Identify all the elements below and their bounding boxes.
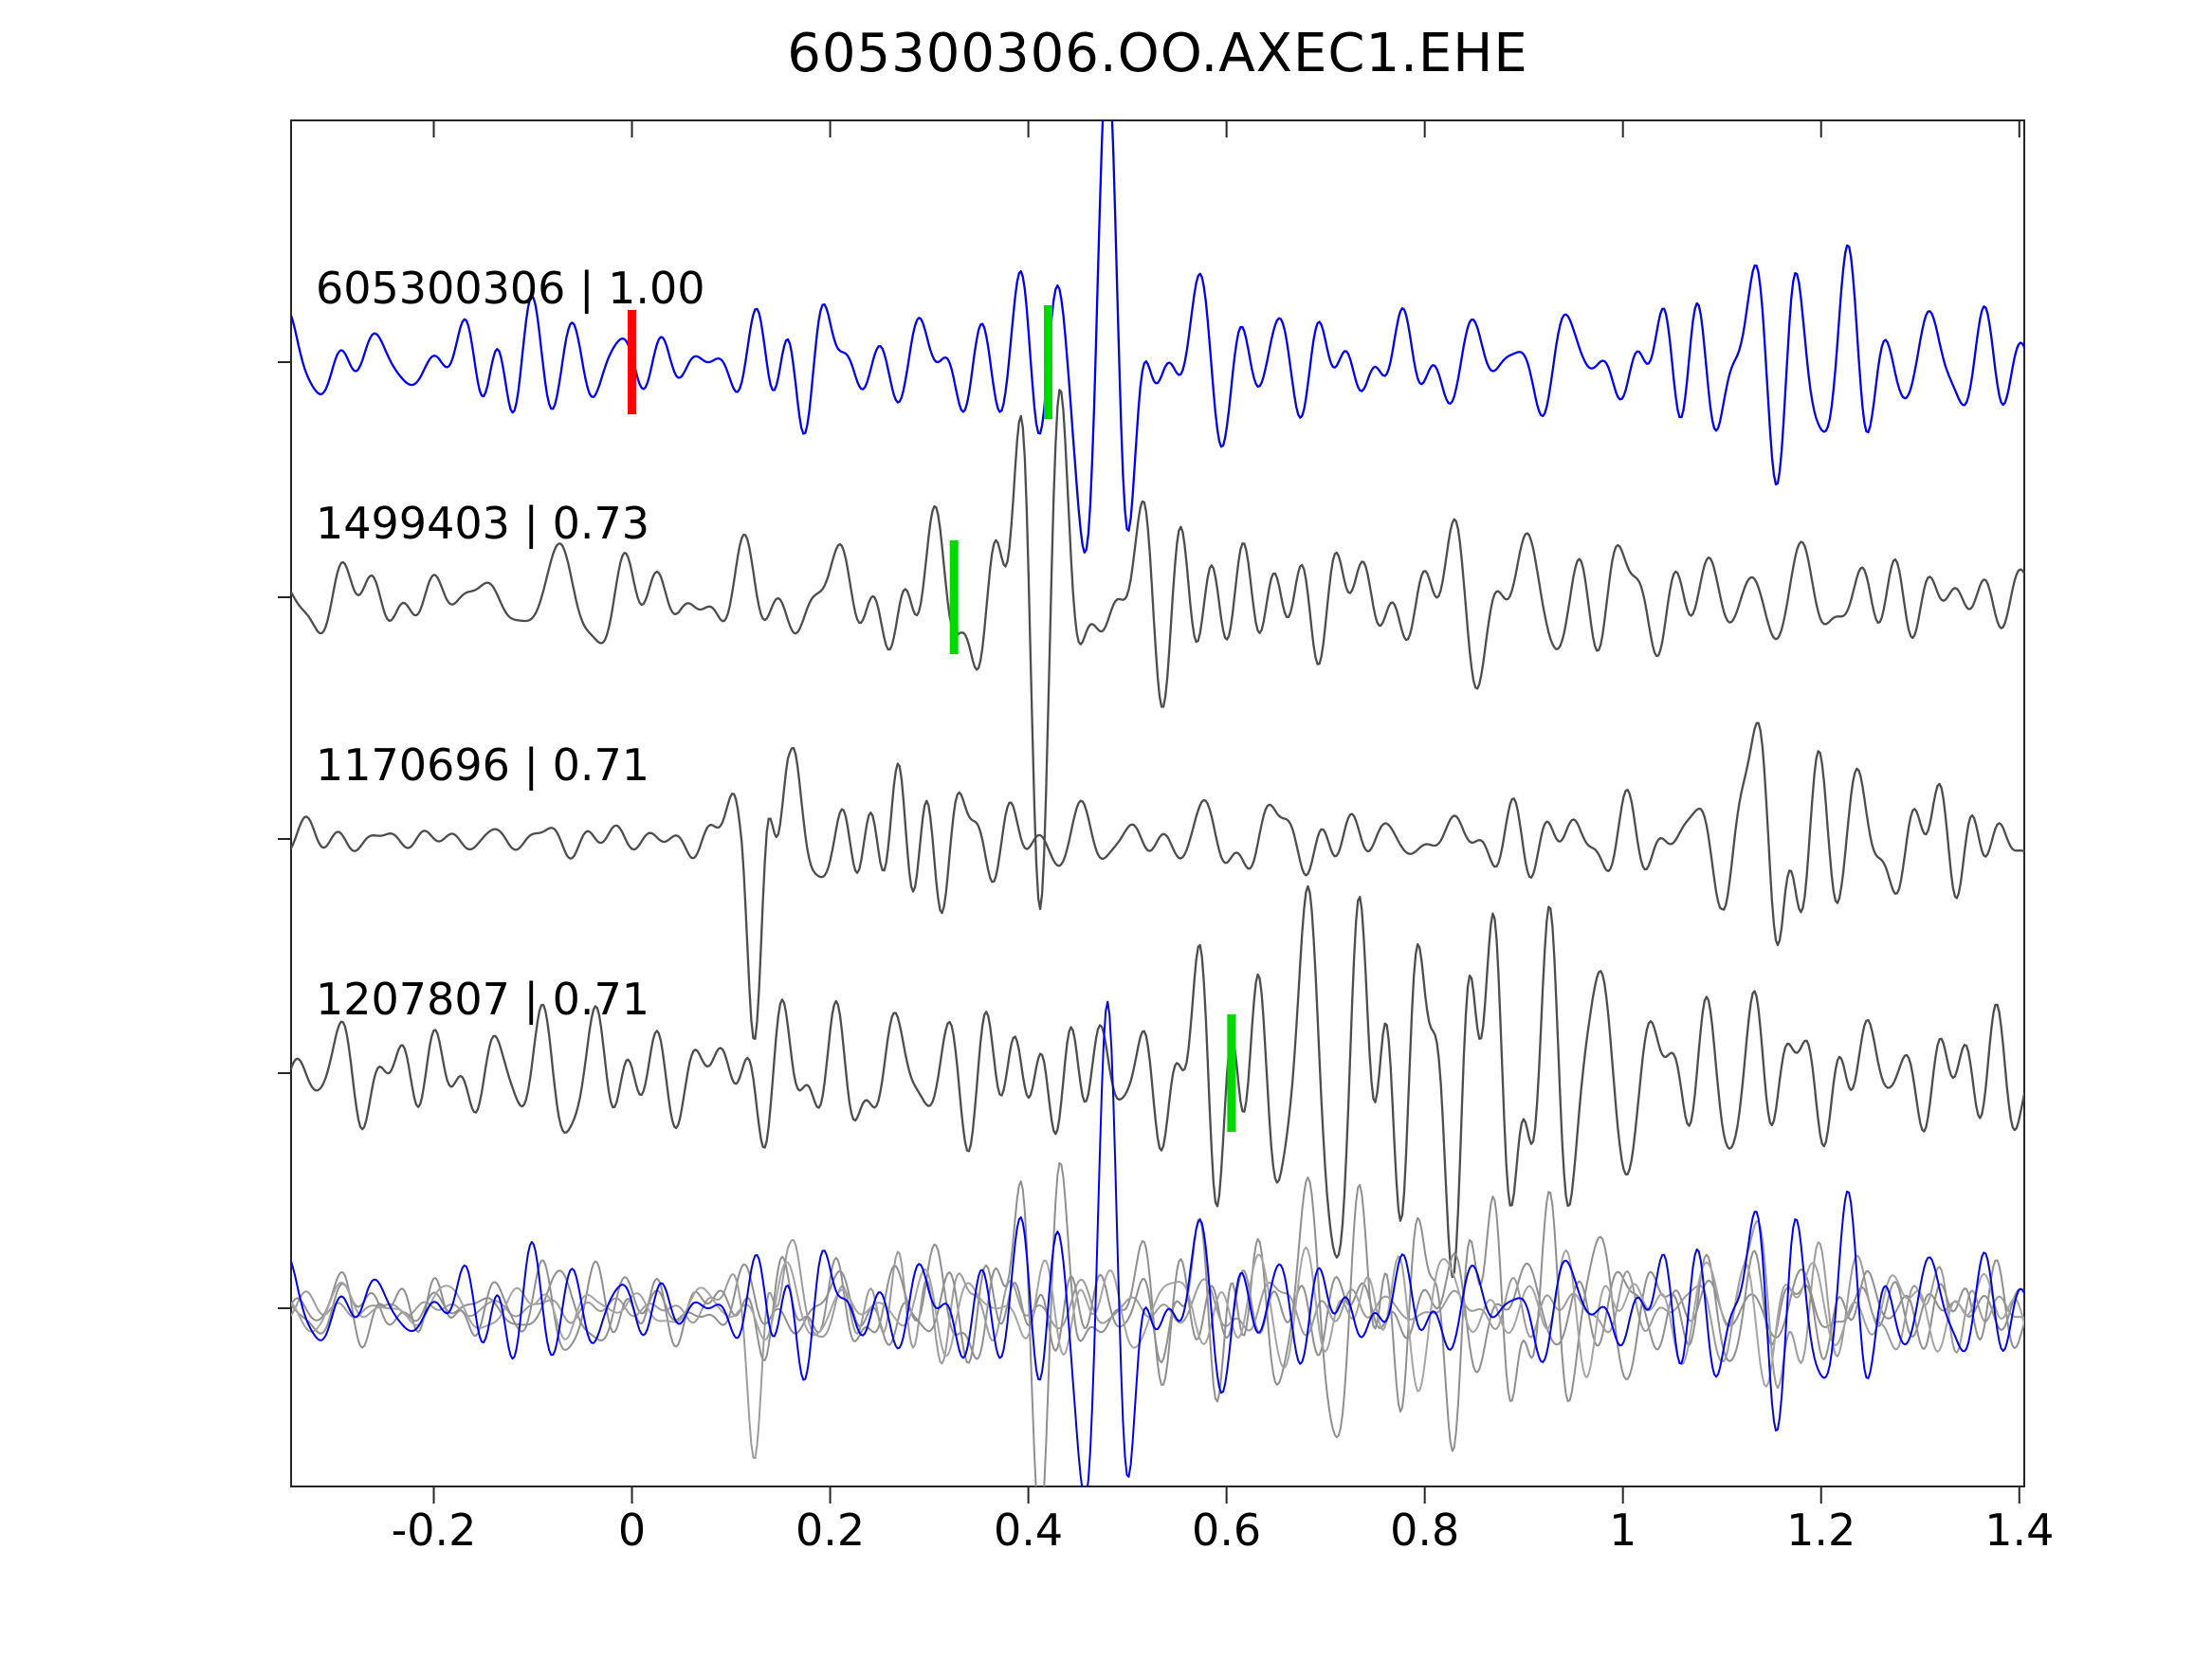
x-tick-label: 0 — [618, 1504, 646, 1556]
trace-label-1499403: 1499403 | 0.73 — [316, 498, 649, 550]
x-tick-label: -0.2 — [392, 1504, 477, 1556]
trace-label-605300306: 605300306 | 1.00 — [316, 263, 705, 315]
figure-title: 605300306.OO.AXEC1.EHE — [787, 23, 1528, 84]
trace-waveform-1207807 — [291, 884, 2024, 1279]
x-tick-label: 0.2 — [795, 1504, 865, 1556]
x-tick-label: 0.4 — [994, 1504, 1063, 1556]
trace-label-1207807: 1207807 | 0.71 — [316, 974, 649, 1026]
trace-label-1170696: 1170696 | 0.71 — [316, 739, 649, 792]
x-tick-label: 1.4 — [1984, 1504, 2054, 1556]
x-tick-label: 0.8 — [1390, 1504, 1459, 1556]
trace-waveform-1499403 — [291, 389, 2024, 911]
plot-border — [290, 119, 2025, 1487]
trace-waveform-1170696 — [291, 721, 2024, 1040]
x-tick-label: 1 — [1609, 1504, 1636, 1556]
trace-waveform-605300306 — [291, 120, 2024, 555]
x-tick-label: 0.6 — [1192, 1504, 1261, 1556]
overlay-waveform-1499403 — [291, 1161, 2024, 1486]
x-tick-label: 1.2 — [1786, 1504, 1856, 1556]
overlay-waveform-1207807 — [291, 1176, 2024, 1452]
overlay-waveform-1170696 — [291, 1220, 2024, 1460]
overlay-waveform-605300306 — [291, 1000, 2024, 1486]
